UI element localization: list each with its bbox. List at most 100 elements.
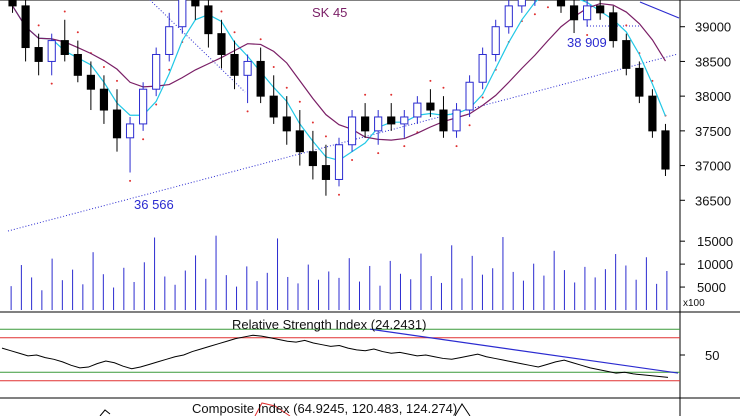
candle-body — [165, 26, 174, 55]
candle-body — [452, 109, 461, 132]
candle-body — [308, 151, 317, 167]
sar-dot — [403, 145, 406, 148]
candle-body — [295, 130, 304, 153]
ma-slow-line — [12, 2, 666, 141]
rsi-panel — [0, 328, 680, 382]
candle-body — [374, 116, 383, 132]
sar-dot — [311, 121, 314, 124]
volume-axis-note: x100 — [683, 298, 705, 309]
sar-dot — [272, 65, 275, 68]
candle-body — [491, 26, 500, 55]
candle-body — [191, 0, 200, 7]
candle-body — [413, 102, 422, 118]
sar-dot — [168, 68, 171, 71]
volume-panel — [10, 235, 668, 310]
sar-dot — [233, 31, 236, 34]
sar-dot — [116, 79, 118, 82]
candle-body — [47, 40, 56, 62]
sar-dot — [142, 138, 145, 141]
candle-body — [230, 53, 239, 76]
sar-dot — [102, 65, 105, 68]
sar-dot — [351, 159, 354, 162]
sar-dot — [429, 79, 432, 82]
candle-body — [622, 40, 631, 69]
candle-body — [152, 53, 161, 90]
volume-tick-label: 10000 — [697, 257, 733, 272]
candle-body — [361, 116, 370, 132]
volume-tick-label: 15000 — [697, 234, 733, 249]
candle-body — [517, 0, 526, 7]
candle-body — [8, 0, 17, 7]
ma-fast-line — [12, 0, 667, 162]
candle-body — [347, 116, 357, 146]
candle-body — [269, 95, 278, 118]
candle-body — [256, 60, 265, 97]
price-tick-label: 36500 — [695, 193, 731, 208]
candle-body — [439, 109, 448, 132]
price-tick-label: 38000 — [695, 89, 731, 104]
sar-dot — [324, 135, 327, 138]
sar-dot — [651, 79, 654, 82]
ma-label: SK 45 — [312, 5, 347, 20]
candle-body — [282, 116, 291, 132]
rsi-title: Relative Strength Index (24.2431) — [232, 317, 426, 332]
volume-tick-label: 5000 — [697, 280, 726, 295]
candle-body — [73, 53, 82, 76]
rsi-trendline — [369, 328, 679, 374]
resistance-trendline — [639, 1, 680, 19]
sar-dot — [586, 34, 589, 37]
candle-body — [334, 144, 344, 180]
candle-body — [648, 95, 657, 132]
candle-body — [504, 5, 513, 28]
sar-dot — [155, 103, 158, 106]
sar-dot — [129, 179, 132, 182]
sar-dot — [455, 145, 458, 148]
rsi-tick-label: 50 — [705, 348, 719, 363]
composite-panel — [99, 402, 471, 416]
sar-dot — [50, 82, 53, 85]
axis-labels: 39000 38500 38000 37500 37000 36500 15000 10000… — [680, 20, 733, 363]
price-tick-label: 38500 — [695, 54, 731, 69]
candle-body — [596, 5, 605, 14]
price-tick-label: 37500 — [695, 124, 731, 139]
candle-body — [112, 109, 122, 139]
sar-dot — [481, 96, 484, 99]
candle-body — [661, 130, 670, 170]
candle-body — [387, 116, 396, 125]
price-tick-label: 37000 — [695, 159, 731, 174]
sar-dot — [37, 24, 40, 27]
candle-body — [217, 33, 226, 55]
sar-dot — [259, 38, 262, 41]
candle-body — [204, 5, 213, 35]
candle-body — [478, 53, 487, 83]
price-tick-label: 39000 — [695, 20, 731, 35]
candle-body — [426, 102, 435, 111]
candle-body — [569, 5, 579, 21]
sar-dot — [364, 93, 367, 96]
candle-body — [21, 5, 30, 49]
candle-body — [583, 5, 592, 21]
candle-body — [465, 81, 474, 111]
sar-dot — [220, 10, 223, 13]
sar-dot — [76, 31, 79, 34]
candle-body — [556, 0, 566, 7]
support-trendline — [7, 53, 679, 232]
candle-body — [609, 12, 618, 42]
sar-dot — [377, 152, 380, 155]
high-annotation: 38 909 — [567, 35, 607, 50]
candle-body — [86, 74, 95, 90]
composite-aux-line — [254, 402, 291, 416]
sar-dot — [285, 86, 288, 89]
sar-dot — [298, 100, 301, 103]
candle-body — [99, 88, 109, 111]
candle-body — [243, 60, 252, 76]
candle-body — [34, 47, 43, 62]
sar-dot — [63, 10, 66, 13]
price-panel — [7, 0, 680, 232]
sar-dot — [533, 13, 536, 16]
low-annotation: 36 566 — [134, 197, 174, 212]
composite-line — [454, 403, 471, 416]
